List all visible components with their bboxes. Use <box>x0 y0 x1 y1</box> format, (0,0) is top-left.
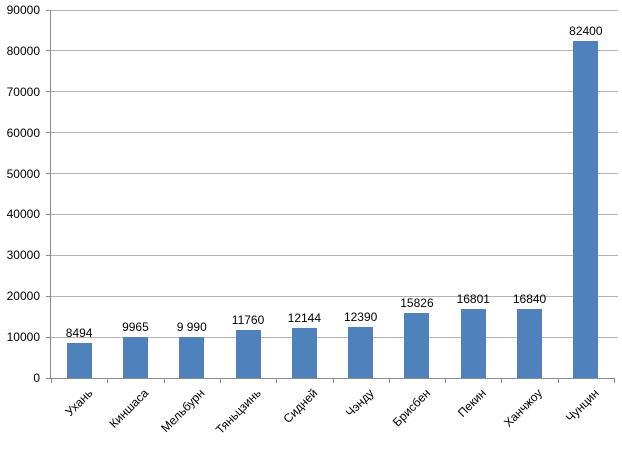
y-axis-tick-label: 0 <box>33 371 40 385</box>
gridline <box>51 295 618 297</box>
y-axis-tick-label: 90000 <box>6 3 40 17</box>
y-axis-tick <box>46 173 51 175</box>
y-axis-line <box>50 10 51 379</box>
y-axis-tick <box>46 9 51 11</box>
x-axis-tick-label: Мельбурн <box>158 386 208 436</box>
bar <box>122 337 148 378</box>
bar <box>404 313 430 378</box>
bar-value-label: 16801 <box>456 292 490 307</box>
gridline <box>51 91 618 93</box>
x-axis-tick-label: Киншаса <box>106 386 152 431</box>
bar <box>460 309 486 378</box>
gridline <box>51 336 618 338</box>
gridline <box>51 213 618 215</box>
bar-value-label: 9 990 <box>176 320 207 335</box>
y-axis-tick <box>46 91 51 93</box>
y-axis-tick <box>46 295 51 297</box>
x-axis-tick <box>219 378 221 383</box>
x-axis-tick <box>51 378 52 383</box>
bar <box>179 337 205 378</box>
y-axis-tick-label: 30000 <box>6 248 40 263</box>
y-axis-tick-label: 40000 <box>6 207 40 222</box>
x-axis-tick-label: Чунцин <box>562 386 602 425</box>
bar-value-label: 8494 <box>65 326 93 341</box>
x-axis-tick <box>445 378 447 383</box>
x-axis-tick-label: Ухань <box>62 386 96 419</box>
bar <box>517 309 543 378</box>
y-axis-tick <box>46 132 51 134</box>
x-axis-tick <box>388 378 390 383</box>
x-axis-tick-label: Ханчжоу <box>501 386 546 430</box>
y-axis-tick-label: 60000 <box>6 125 40 140</box>
gridline <box>51 132 618 134</box>
y-axis-tick-label: 10000 <box>6 330 40 345</box>
x-axis-tick <box>276 378 278 383</box>
bar-value-label: 11760 <box>231 312 265 327</box>
x-axis-tick <box>332 378 334 383</box>
bar-value-label: 16840 <box>512 292 547 307</box>
bar-value-label: 82400 <box>569 24 603 39</box>
x-axis-line <box>46 378 614 379</box>
gridline <box>51 50 618 52</box>
x-axis-tick-label: Чэнду <box>342 386 377 420</box>
bar <box>66 343 92 378</box>
x-axis-tick <box>557 378 559 383</box>
x-axis-tick-label: Пекин <box>455 386 490 420</box>
bar <box>573 41 599 378</box>
bar <box>235 329 261 378</box>
x-axis-tick <box>163 378 165 383</box>
bar <box>348 327 374 378</box>
bar-value-label: 12390 <box>343 310 378 325</box>
x-axis-tick-label: Тяньцзинь <box>213 386 264 437</box>
bar <box>291 328 317 378</box>
x-axis-tick <box>501 378 503 383</box>
bar-value-label: 9965 <box>122 320 149 335</box>
x-axis-tick <box>614 378 615 383</box>
y-axis-tick-label: 50000 <box>6 166 40 181</box>
bar-value-label: 15826 <box>400 296 434 311</box>
y-axis-tick <box>46 336 51 338</box>
gridline <box>51 9 618 11</box>
gridline <box>51 173 618 175</box>
y-axis-tick-label: 70000 <box>6 84 40 99</box>
y-axis-tick <box>46 213 51 215</box>
x-axis-tick-label: Сидней <box>280 386 321 426</box>
bar-value-label: 12144 <box>287 311 322 326</box>
y-axis-tick <box>46 254 51 256</box>
y-axis-tick <box>46 50 51 52</box>
x-axis-tick-label: Брисбен <box>389 386 433 430</box>
y-axis-tick-label: 80000 <box>6 43 40 58</box>
gridline <box>51 254 618 256</box>
x-axis-tick <box>107 378 109 383</box>
y-axis-tick-label: 20000 <box>6 289 40 304</box>
